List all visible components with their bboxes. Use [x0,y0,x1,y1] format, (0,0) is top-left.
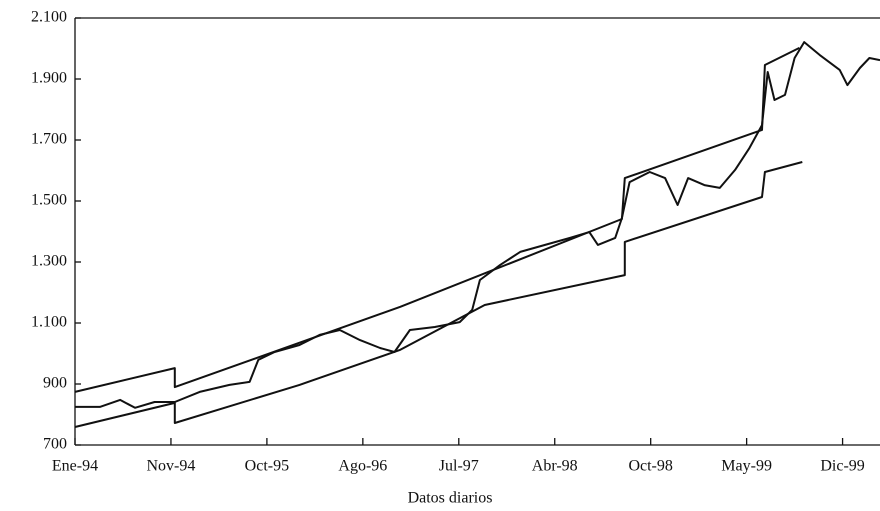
y-tick-label: 1.300 [31,253,67,270]
y-tick-label: 900 [43,375,67,392]
x-tick-label: Oct-98 [628,458,672,475]
y-tick-label: 1.700 [31,131,67,148]
x-tick-label: Abr-98 [532,458,578,475]
y-tick-label: 700 [43,436,67,453]
y-tick-label: 1.500 [31,192,67,209]
x-tick-label: Ene-94 [52,458,98,475]
x-tick-label: Ago-96 [338,458,387,475]
x-axis-label: Datos diarios [408,490,493,507]
x-tick-label: Dic-99 [820,458,864,475]
series-line [74,47,800,393]
x-tick-label: Oct-95 [245,458,289,475]
x-tick-label: Nov-94 [147,458,196,475]
y-tick-label: 1.900 [31,70,67,87]
series-line [75,41,880,409]
x-tick-label: May-99 [721,458,772,475]
x-tick-label: Jul-97 [439,458,479,475]
series-line [74,161,803,428]
y-tick-label: 1.100 [31,314,67,331]
y-tick-label: 2.100 [31,9,67,26]
